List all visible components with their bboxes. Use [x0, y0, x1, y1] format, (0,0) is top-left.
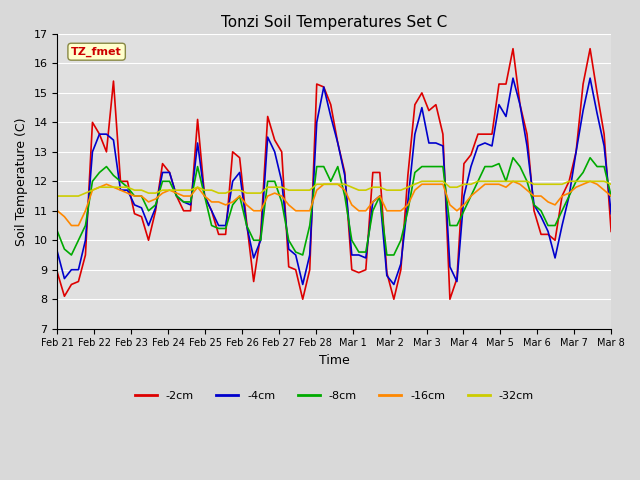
-32cm: [551, 181, 559, 187]
-4cm: [397, 261, 404, 267]
-4cm: [418, 105, 426, 110]
-4cm: [607, 211, 615, 216]
Line: -32cm: -32cm: [58, 181, 611, 196]
-2cm: [558, 193, 566, 199]
-2cm: [418, 90, 426, 96]
Y-axis label: Soil Temperature (C): Soil Temperature (C): [15, 117, 28, 246]
-16cm: [607, 193, 615, 199]
-2cm: [306, 267, 314, 273]
Line: -8cm: -8cm: [58, 158, 611, 255]
Line: -4cm: -4cm: [58, 78, 611, 285]
-32cm: [390, 187, 397, 193]
-8cm: [390, 252, 397, 258]
X-axis label: Time: Time: [319, 354, 349, 367]
-2cm: [299, 296, 307, 302]
-2cm: [54, 270, 61, 276]
-8cm: [68, 252, 76, 258]
Line: -2cm: -2cm: [58, 48, 611, 299]
-2cm: [397, 267, 404, 273]
-32cm: [411, 181, 419, 187]
-16cm: [509, 179, 517, 184]
-4cm: [54, 249, 61, 255]
-8cm: [54, 228, 61, 234]
-32cm: [439, 179, 447, 184]
-16cm: [68, 223, 76, 228]
-4cm: [439, 143, 447, 149]
-32cm: [54, 193, 61, 199]
-8cm: [397, 238, 404, 243]
-32cm: [299, 187, 307, 193]
-4cm: [306, 252, 314, 258]
-8cm: [439, 164, 447, 169]
-16cm: [306, 208, 314, 214]
-16cm: [397, 208, 404, 214]
-32cm: [607, 181, 615, 187]
-32cm: [383, 187, 390, 193]
-8cm: [418, 164, 426, 169]
-16cm: [439, 181, 447, 187]
-4cm: [390, 282, 397, 288]
-32cm: [418, 179, 426, 184]
-2cm: [439, 131, 447, 137]
-4cm: [558, 223, 566, 228]
-16cm: [54, 208, 61, 214]
-8cm: [607, 193, 615, 199]
Text: TZ_fmet: TZ_fmet: [71, 47, 122, 57]
-16cm: [558, 193, 566, 199]
-2cm: [607, 228, 615, 234]
Line: -16cm: -16cm: [58, 181, 611, 226]
-2cm: [509, 46, 517, 51]
-8cm: [306, 223, 314, 228]
-16cm: [418, 181, 426, 187]
Title: Tonzi Soil Temperatures Set C: Tonzi Soil Temperatures Set C: [221, 15, 447, 30]
-16cm: [390, 208, 397, 214]
Legend: -2cm, -4cm, -8cm, -16cm, -32cm: -2cm, -4cm, -8cm, -16cm, -32cm: [131, 387, 538, 406]
-8cm: [558, 208, 566, 214]
-4cm: [509, 75, 517, 81]
-2cm: [390, 296, 397, 302]
-4cm: [299, 282, 307, 288]
-8cm: [509, 155, 517, 161]
